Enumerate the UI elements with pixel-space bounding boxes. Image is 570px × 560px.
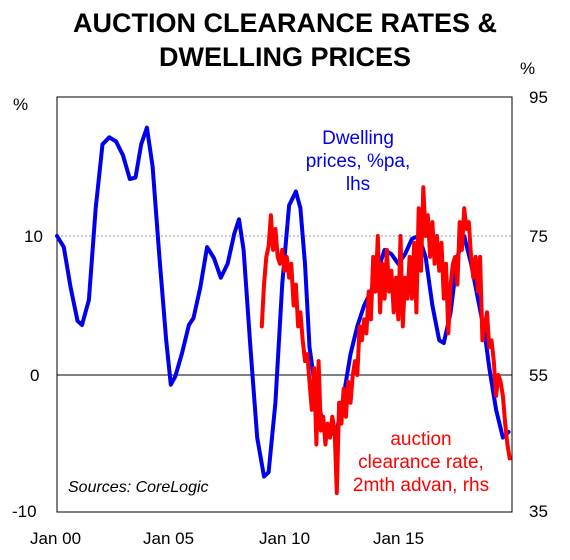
blue-annotation-line-2: prices, %pa, xyxy=(306,151,411,172)
x-tick-jan10: Jan 10 xyxy=(259,529,310,548)
left-tick-10: 10 xyxy=(24,227,43,246)
red-annotation-line-1: auction xyxy=(390,429,451,450)
left-tick-minus10: -10 xyxy=(12,502,37,521)
chart-title: AUCTION CLEARANCE RATES & DWELLING PRICE… xyxy=(0,6,570,74)
right-tick-55: 55 xyxy=(529,366,548,385)
red-annotation-line-2: clearance rate, xyxy=(358,452,484,473)
right-tick-95: 95 xyxy=(529,88,548,107)
blue-annotation-line-1: Dwelling xyxy=(322,128,394,149)
right-axis-unit: % xyxy=(520,59,535,78)
left-axis-unit: % xyxy=(13,95,28,114)
right-tick-35: 35 xyxy=(529,502,548,521)
left-tick-0: 0 xyxy=(30,366,39,385)
chart-title-line-1: AUCTION CLEARANCE RATES & xyxy=(73,8,497,38)
x-tick-jan05: Jan 05 xyxy=(143,529,194,548)
x-tick-jan15: Jan 15 xyxy=(373,529,424,548)
source-note: Sources: CoreLogic xyxy=(68,479,209,496)
chart-title-line-2: DWELLING PRICES xyxy=(158,42,411,72)
series-line-dwelling-prices xyxy=(55,125,511,479)
right-tick-75: 75 xyxy=(529,227,548,246)
blue-annotation-line-3: lhs xyxy=(346,174,370,195)
plot-area-frame xyxy=(56,96,513,513)
series-line-auction-clearance xyxy=(259,185,512,496)
red-annotation-line-3: 2mth advan, rhs xyxy=(353,475,489,496)
x-tick-jan00: Jan 00 xyxy=(30,529,81,548)
